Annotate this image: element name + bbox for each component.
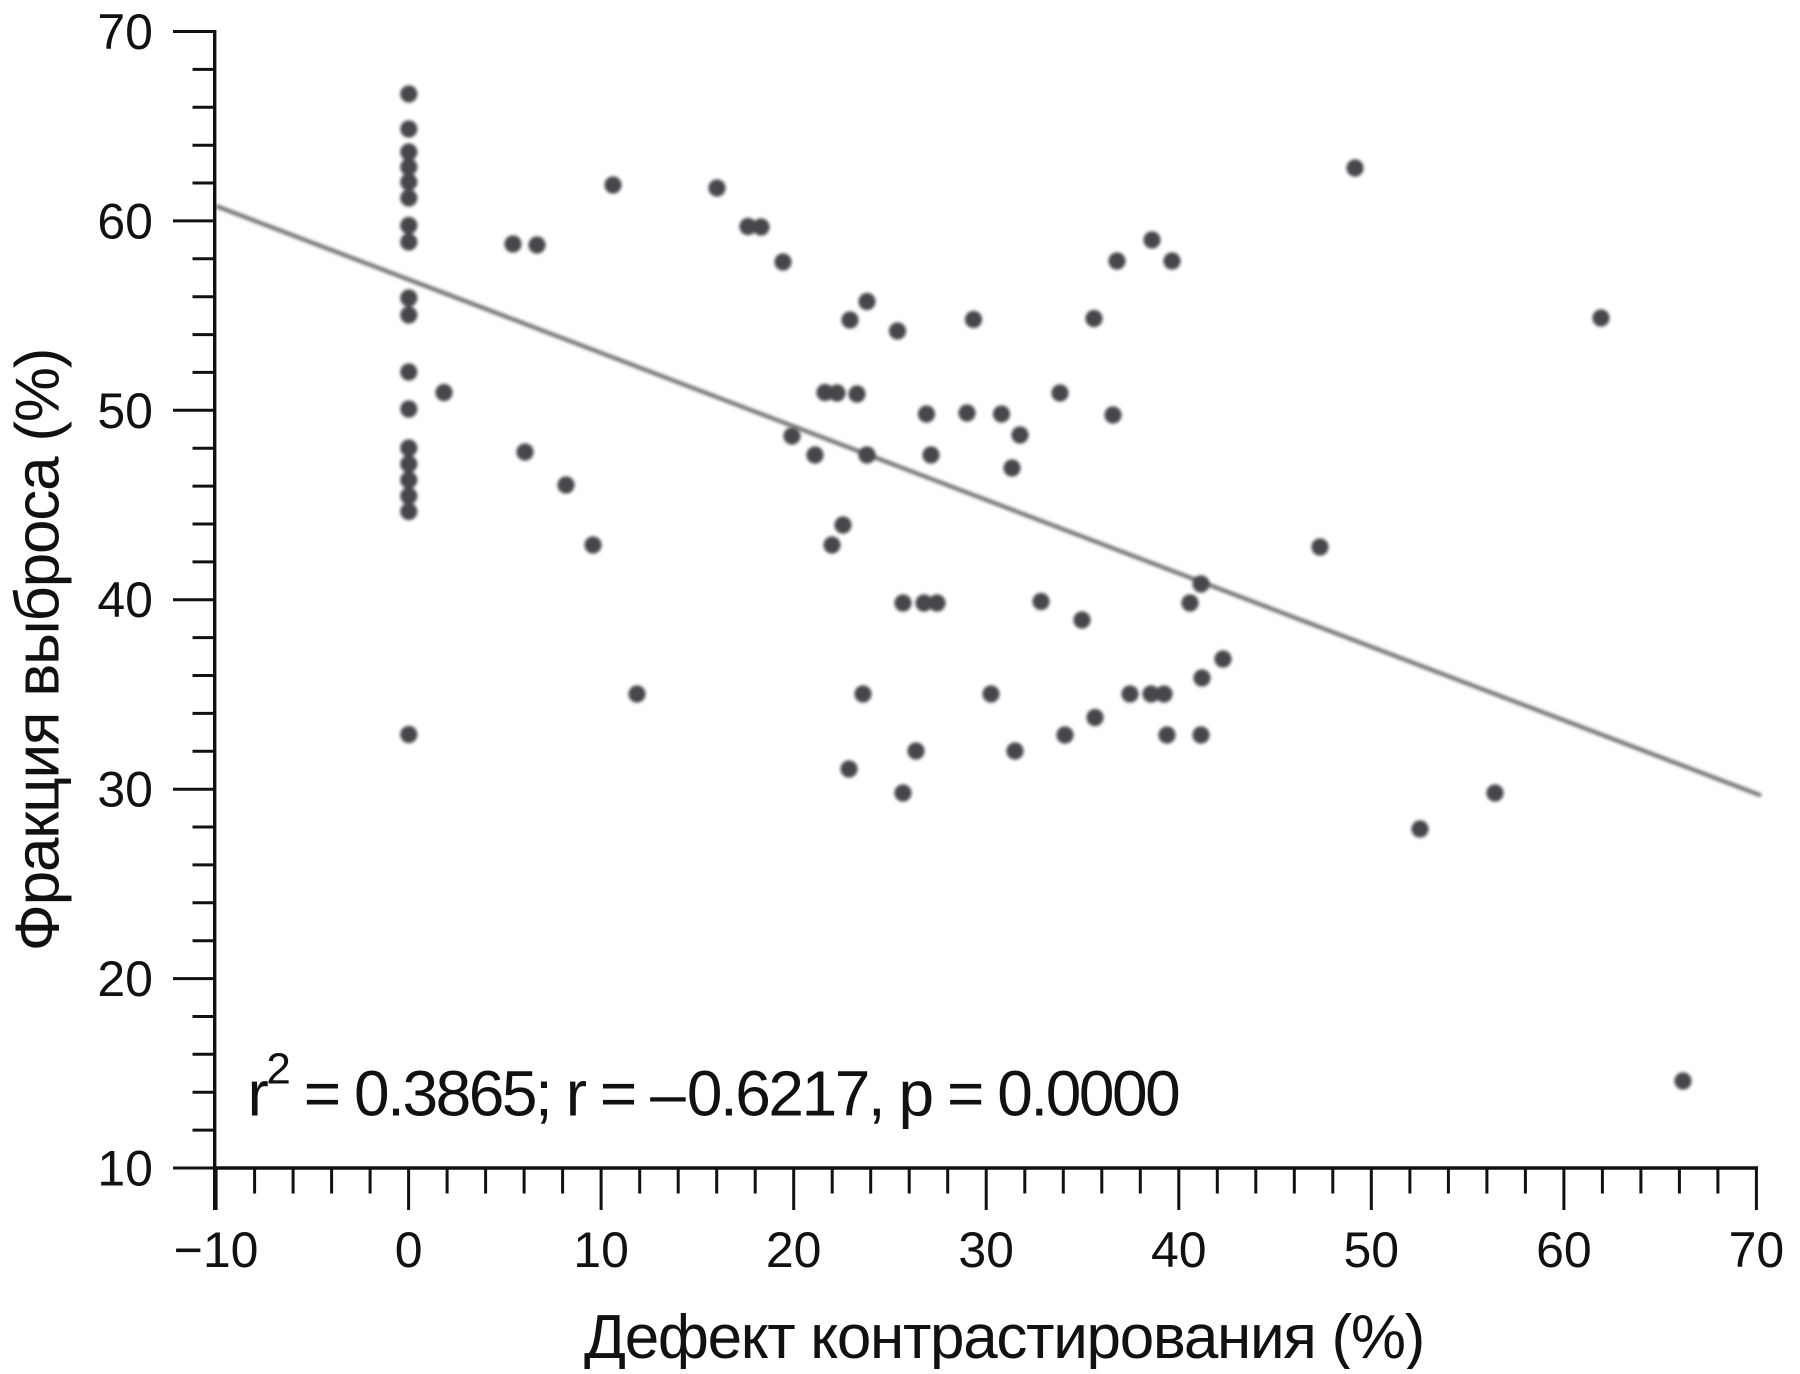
svg-text:20: 20: [766, 1222, 822, 1278]
svg-text:60: 60: [1536, 1222, 1592, 1278]
svg-text:50: 50: [97, 383, 153, 439]
svg-text:0: 0: [395, 1222, 423, 1278]
svg-text:60: 60: [97, 193, 153, 249]
svg-text:70: 70: [1729, 1222, 1785, 1278]
svg-text:70: 70: [97, 4, 153, 60]
svg-text:30: 30: [97, 762, 153, 818]
svg-text:40: 40: [1151, 1222, 1207, 1278]
svg-text:30: 30: [958, 1222, 1014, 1278]
svg-text:50: 50: [1343, 1222, 1399, 1278]
svg-text:20: 20: [97, 951, 153, 1007]
svg-text:Дефект контрастирования (%): Дефект контрастирования (%): [584, 1303, 1424, 1369]
svg-text:10: 10: [97, 1141, 153, 1197]
svg-text:10: 10: [573, 1222, 629, 1278]
svg-text:r2 = 0.3865; r = –0.6217, p =: r2 = 0.3865; r = –0.6217, p = 0.0000: [248, 1045, 1180, 1130]
svg-text:−10: −10: [174, 1222, 259, 1278]
svg-text:40: 40: [97, 572, 153, 628]
svg-text:Фракция выброса (%): Фракция выброса (%): [4, 349, 73, 951]
